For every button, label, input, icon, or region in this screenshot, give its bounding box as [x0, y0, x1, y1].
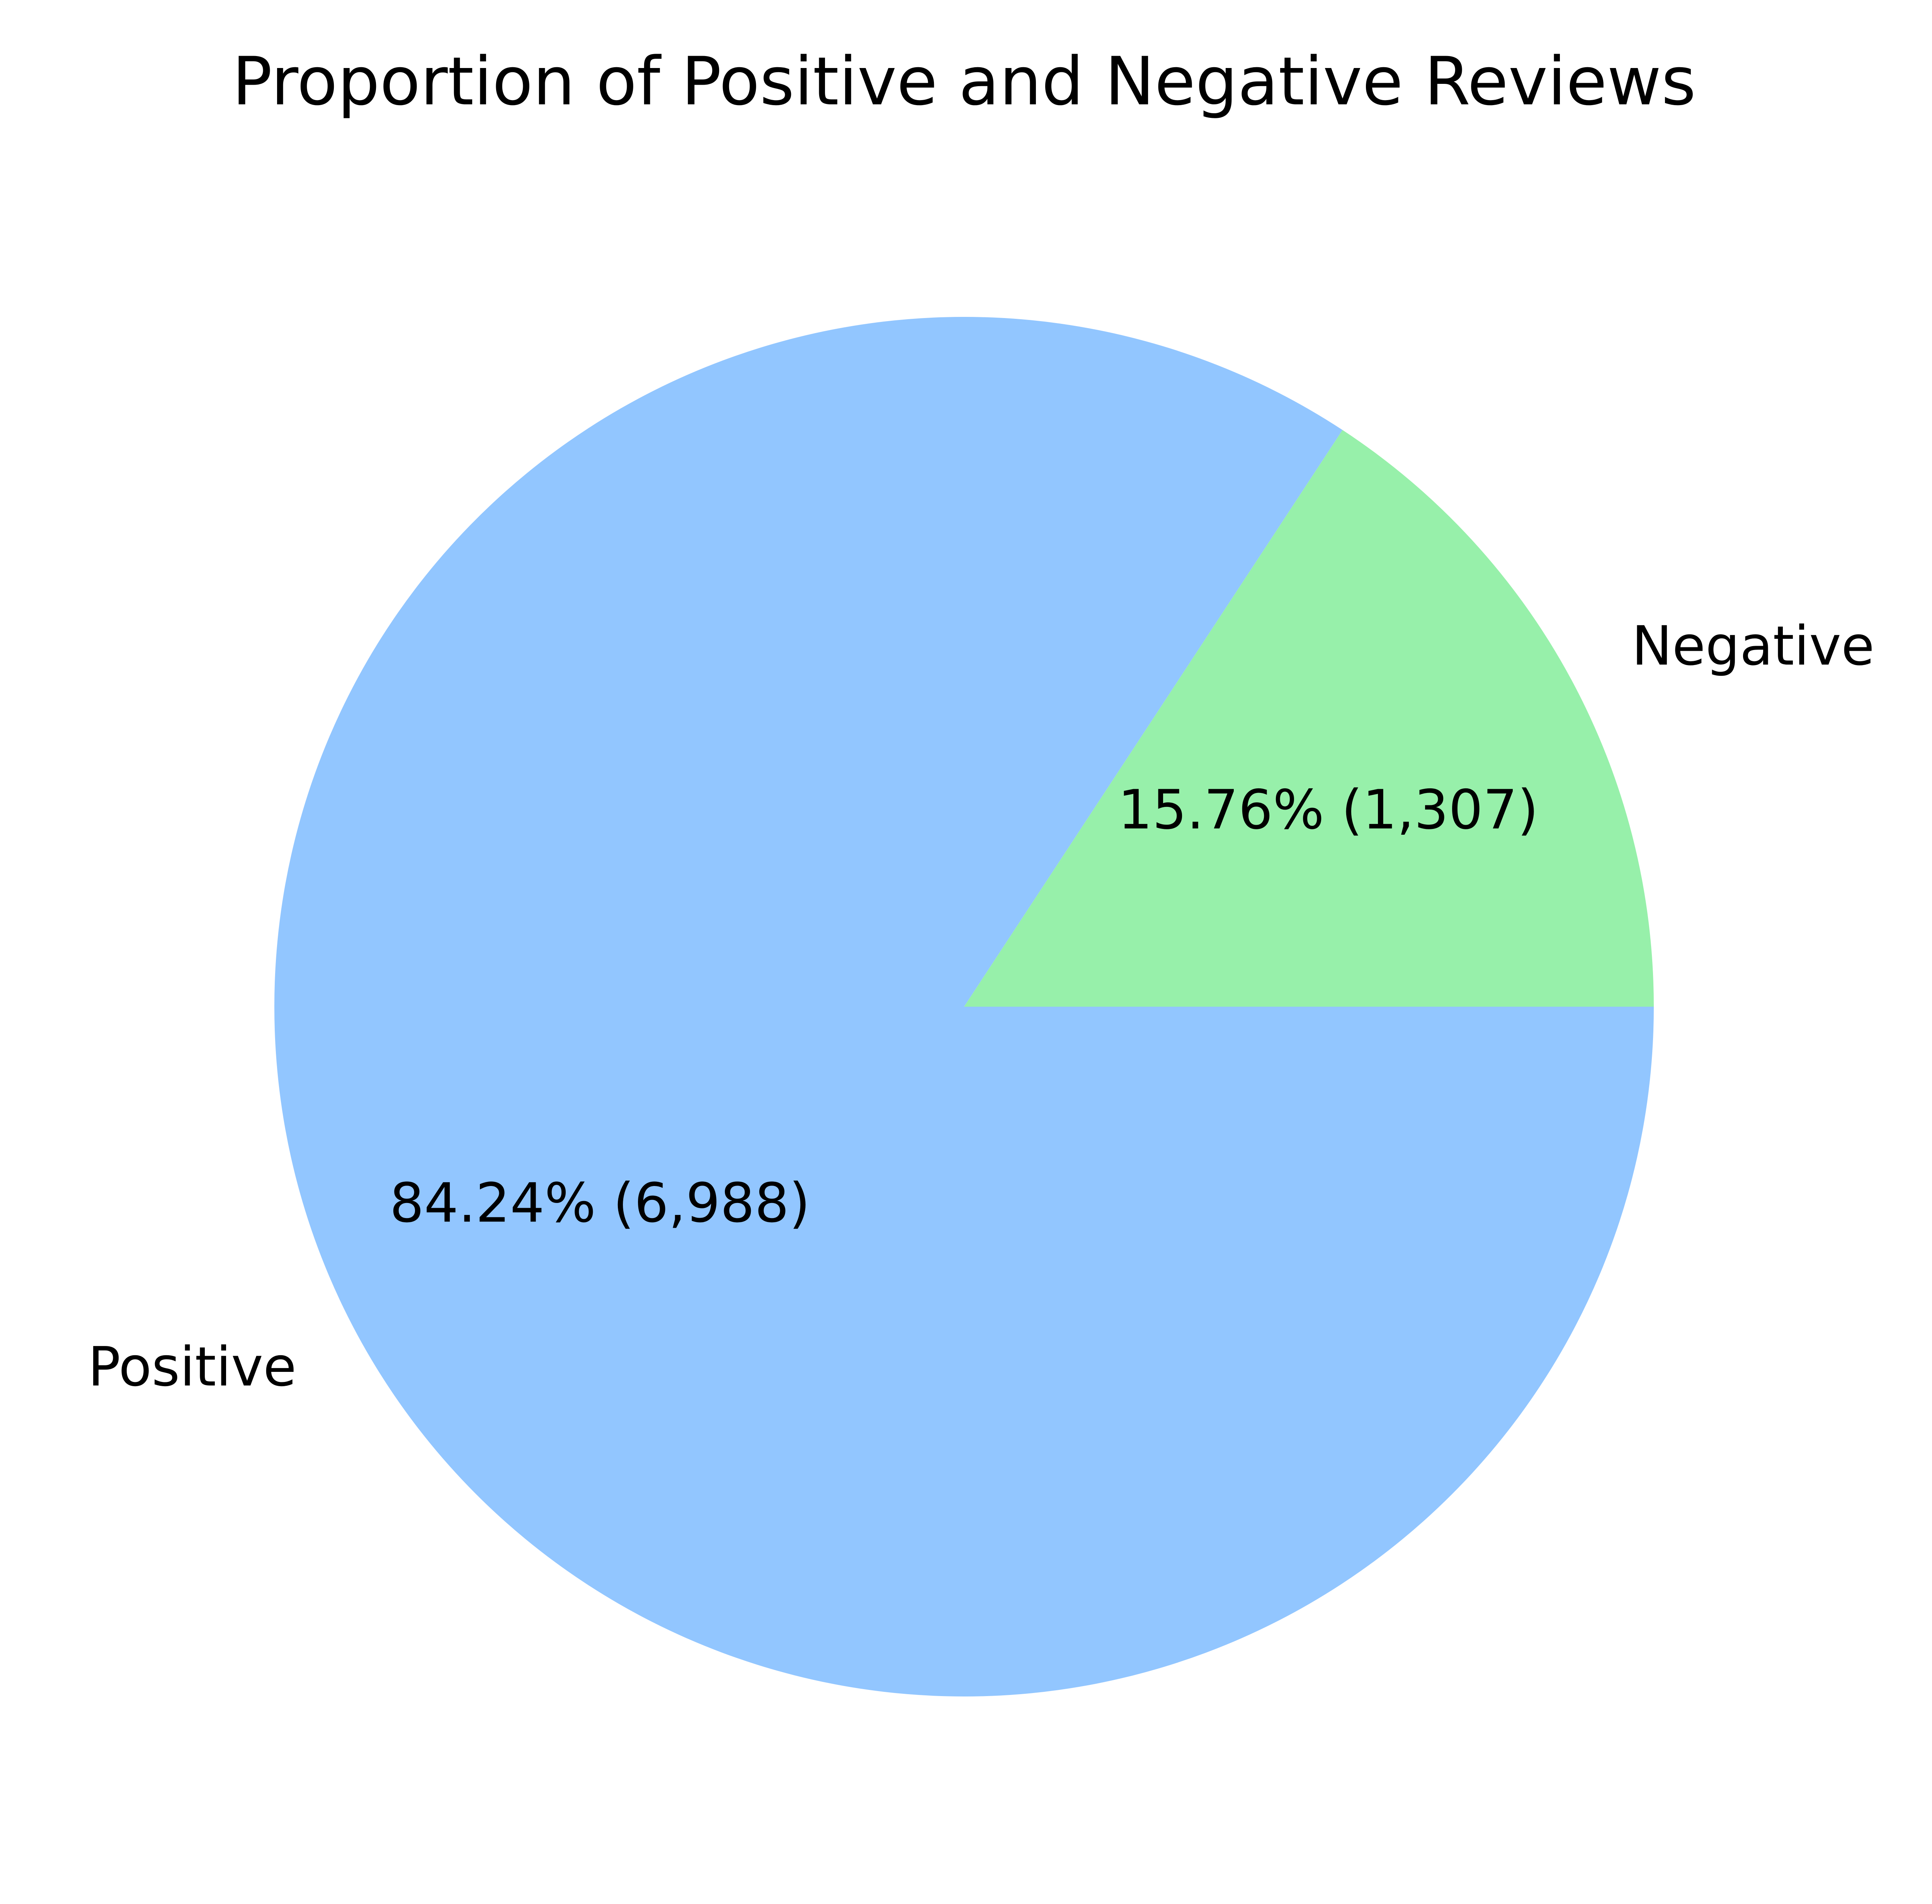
chart-title: Proportion of Positive and Negative Revi… — [232, 43, 1696, 120]
pie-labels: Positive 84.24% (6,988) Negative 15.76% (1,… — [88, 615, 1874, 1399]
slice-label-positive: Positive — [88, 1336, 296, 1399]
pie-slice-negative — [964, 430, 1654, 1007]
slice-value-label-positive: 84.24% (6,988) — [389, 1172, 810, 1235]
slice-value-label-negative: 15.76% (1,307) — [1118, 779, 1538, 842]
pie-slices — [274, 316, 1654, 1697]
slice-label-negative: Negative — [1632, 615, 1874, 678]
